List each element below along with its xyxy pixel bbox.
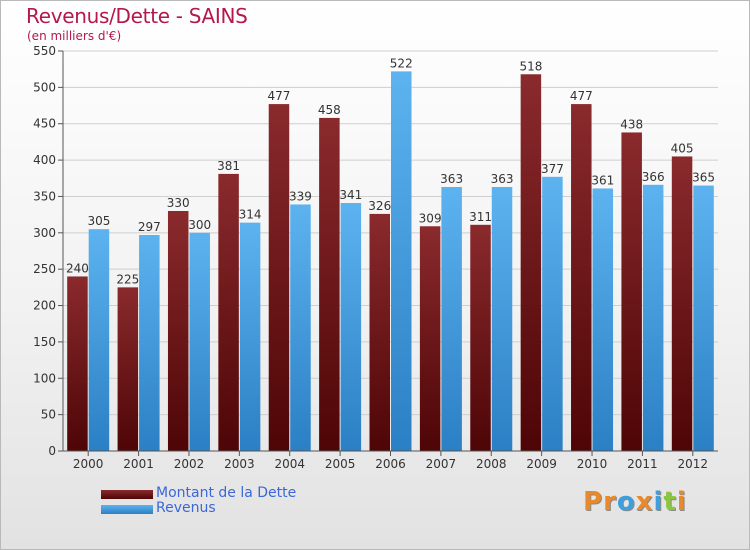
logo-letter: o bbox=[616, 487, 636, 517]
bar-dette bbox=[67, 276, 88, 451]
bar-dette bbox=[218, 173, 239, 451]
y-tick-label: 300 bbox=[33, 226, 56, 240]
data-label: 330 bbox=[167, 196, 190, 210]
logo-letter: P bbox=[583, 487, 604, 517]
bar-revenus bbox=[693, 185, 714, 451]
logo-letter: x bbox=[635, 487, 654, 517]
bar-dette bbox=[268, 104, 290, 451]
bar-dette bbox=[319, 117, 340, 451]
bar-dette bbox=[671, 156, 693, 452]
bar-dette bbox=[621, 132, 642, 452]
data-label: 405 bbox=[671, 141, 694, 155]
x-tick-label: 2000 bbox=[73, 457, 104, 471]
data-label: 363 bbox=[491, 172, 514, 186]
x-tick-label: 2003 bbox=[224, 457, 255, 471]
bar-dette bbox=[419, 226, 441, 451]
data-label: 477 bbox=[268, 89, 291, 103]
logo-letter: r bbox=[603, 487, 617, 517]
x-tick-label: 2009 bbox=[526, 457, 557, 471]
axes: 0 50 100 150 200 250 300 350 400 450 500 550 2000 200… bbox=[33, 44, 718, 471]
data-label: 297 bbox=[138, 220, 161, 234]
data-label: 381 bbox=[217, 159, 240, 173]
gridlines bbox=[63, 50, 718, 452]
data-label: 363 bbox=[440, 172, 463, 186]
y-tick-label: 0 bbox=[48, 444, 56, 458]
y-tick-label: 450 bbox=[33, 117, 56, 131]
chart-subtitle: (en milliers d'€) bbox=[27, 29, 122, 43]
data-label: 361 bbox=[591, 173, 614, 187]
logo-letter: t bbox=[663, 487, 677, 517]
bar-revenus bbox=[139, 235, 160, 451]
x-tick-label: 2008 bbox=[476, 457, 507, 471]
y-tick-label: 400 bbox=[33, 153, 56, 167]
data-label: 309 bbox=[419, 211, 442, 225]
bar-revenus bbox=[391, 71, 412, 451]
y-tick-label: 550 bbox=[33, 44, 56, 58]
y-tick-label: 50 bbox=[41, 408, 56, 422]
bar-revenus bbox=[491, 187, 513, 451]
bar-revenus bbox=[88, 229, 110, 451]
data-label: 518 bbox=[519, 59, 542, 73]
legend-label-revenus: Revenus bbox=[156, 500, 216, 516]
x-tick-label: 2006 bbox=[375, 457, 406, 471]
bar-revenus bbox=[290, 204, 311, 451]
data-labels: 240 305 225 297 330 300 381 314 477 339 458 341 326 5… bbox=[66, 56, 715, 286]
logo-letter: i bbox=[653, 487, 664, 517]
bar-revenus bbox=[189, 232, 210, 451]
data-label: 366 bbox=[642, 170, 665, 184]
y-tick-label: 350 bbox=[33, 189, 56, 203]
data-label: 240 bbox=[66, 261, 89, 275]
plot-area bbox=[63, 51, 718, 451]
y-tick-label: 250 bbox=[33, 262, 56, 276]
data-label: 438 bbox=[620, 117, 643, 131]
x-tick-label: 2007 bbox=[426, 457, 457, 471]
data-label: 314 bbox=[239, 208, 262, 222]
legend-swatch-revenus bbox=[101, 505, 153, 514]
data-label: 300 bbox=[188, 218, 211, 232]
data-label: 339 bbox=[289, 189, 312, 203]
data-label: 377 bbox=[541, 162, 564, 176]
bar-revenus bbox=[441, 187, 462, 451]
proxiti-logo: Proxiti bbox=[583, 487, 687, 517]
x-tick-label: 2001 bbox=[123, 457, 154, 471]
bar-dette bbox=[369, 213, 390, 451]
bar-revenus bbox=[642, 184, 664, 451]
data-label: 365 bbox=[692, 171, 715, 185]
data-label: 225 bbox=[116, 272, 139, 286]
data-label: 522 bbox=[390, 56, 413, 70]
y-tick-label: 150 bbox=[33, 335, 56, 349]
y-tick-label: 500 bbox=[33, 80, 56, 94]
y-tick-label: 100 bbox=[33, 371, 56, 385]
x-tick-label: 2005 bbox=[325, 457, 356, 471]
x-tick-label: 2011 bbox=[627, 457, 658, 471]
x-tick-label: 2012 bbox=[678, 457, 709, 471]
bar-dette bbox=[117, 287, 139, 451]
data-label: 305 bbox=[87, 214, 110, 228]
y-tick-label: 200 bbox=[33, 299, 56, 313]
logo-letter: i bbox=[676, 487, 687, 517]
bar-revenus bbox=[239, 222, 261, 451]
x-tick-label: 2010 bbox=[577, 457, 608, 471]
data-label: 326 bbox=[368, 199, 391, 213]
bar-revenus bbox=[340, 203, 362, 451]
legend-label-debt: Montant de la Dette bbox=[156, 485, 297, 501]
legend-swatch-debt bbox=[101, 490, 153, 499]
data-label: 341 bbox=[339, 188, 362, 202]
data-label: 311 bbox=[469, 210, 492, 224]
x-tick-label: 2002 bbox=[174, 457, 205, 471]
chart-title: Revenus/Dette - SAINS bbox=[26, 4, 248, 28]
x-tick-label: 2004 bbox=[274, 457, 305, 471]
data-label: 477 bbox=[570, 89, 593, 103]
bar-dette bbox=[470, 224, 491, 451]
bar-dette bbox=[571, 104, 592, 451]
data-label: 458 bbox=[318, 103, 341, 117]
bars bbox=[67, 71, 714, 452]
bar-dette bbox=[520, 74, 542, 451]
bar-dette bbox=[167, 211, 189, 451]
bar-revenus bbox=[542, 176, 563, 451]
bar-revenus bbox=[592, 188, 614, 452]
